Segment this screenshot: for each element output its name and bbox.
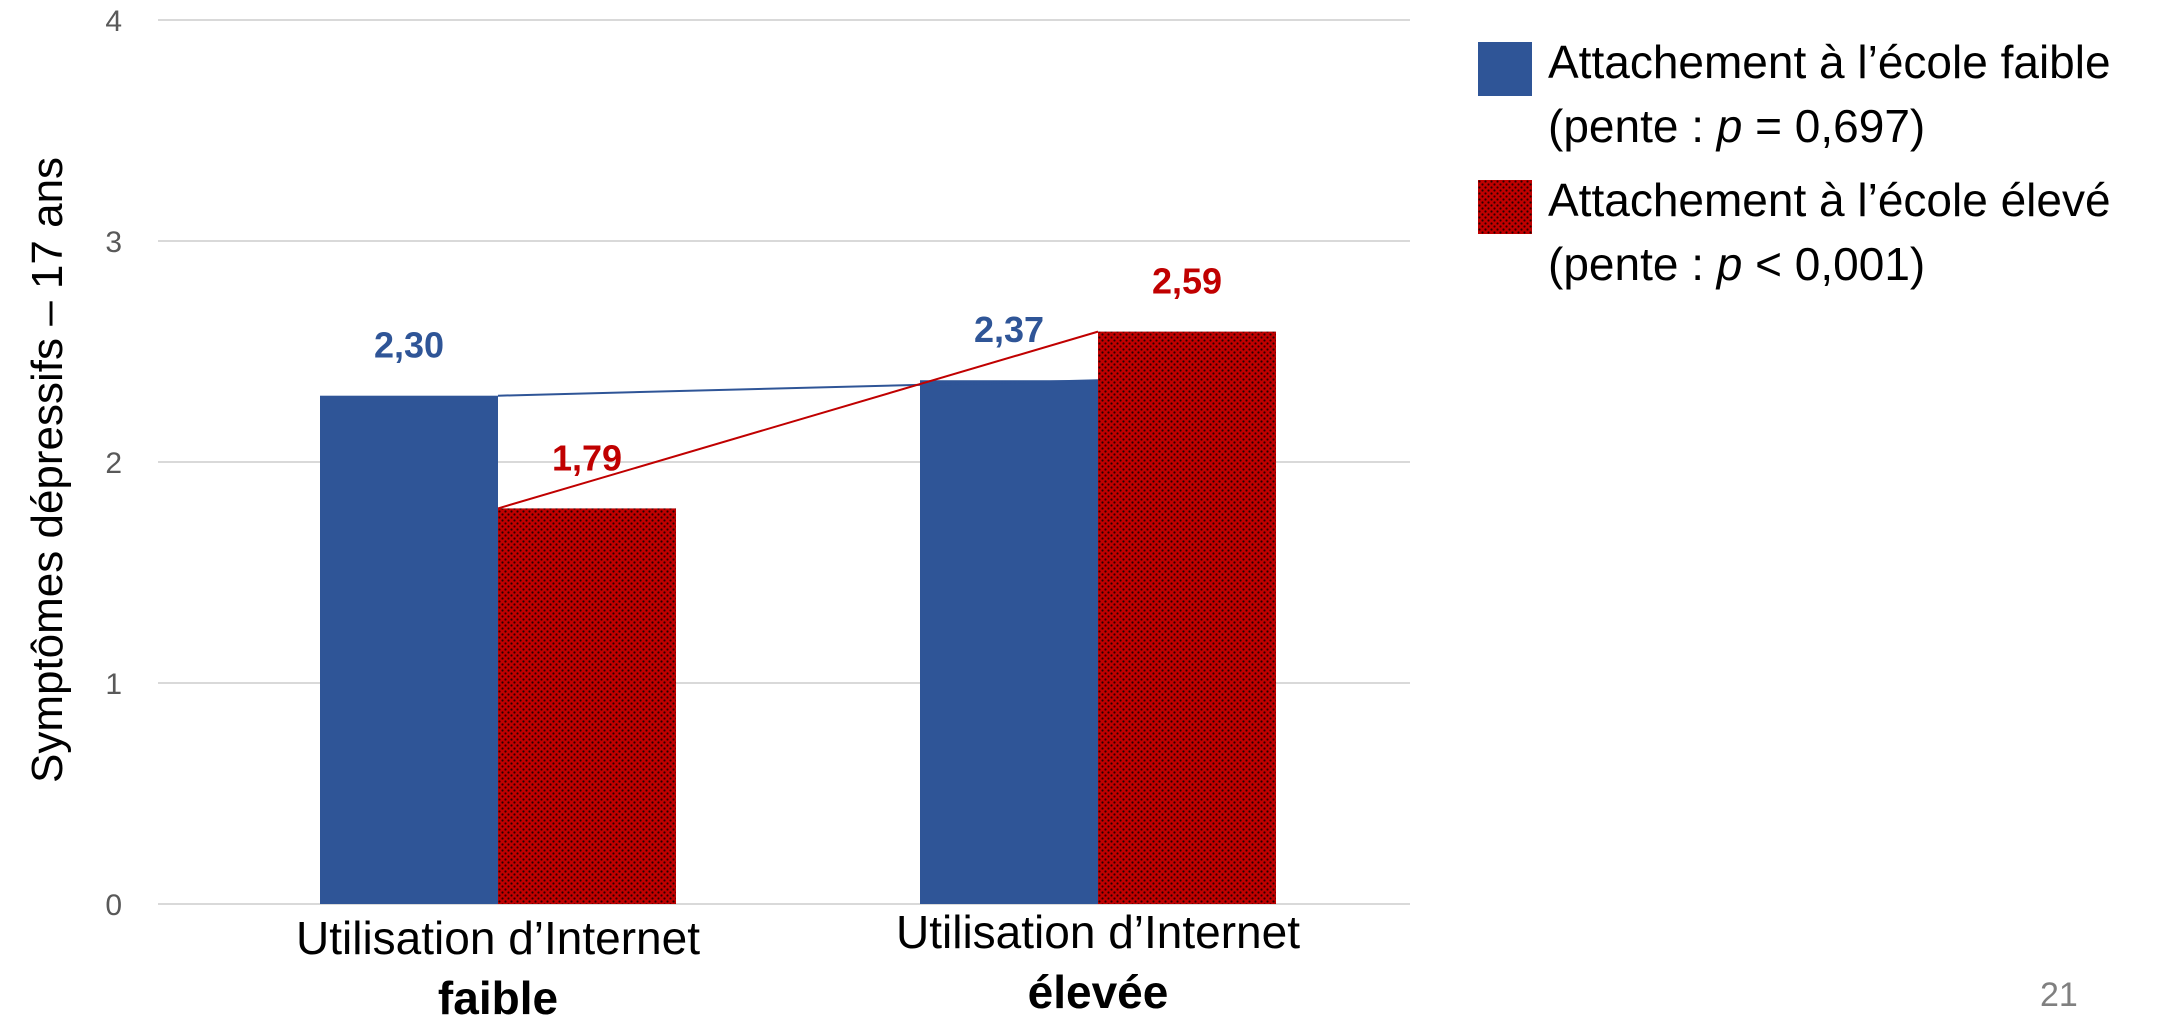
legend-swatch-low-attachment	[1478, 42, 1532, 96]
legend-swatch-high-attachment	[1478, 180, 1532, 234]
y-tick-label: 4	[105, 5, 122, 38]
x-category-label: Utilisation d’Internet	[896, 906, 1300, 958]
legend-label-line1: Attachement à l’école élevé	[1548, 174, 2111, 226]
legend-item-low-attachment: Attachement à l’école faible (pente : p …	[1478, 30, 2168, 158]
x-category-label-emphasis: élevée	[1028, 966, 1169, 1018]
slope-line	[497, 379, 1099, 397]
slope-line	[497, 330, 1099, 510]
legend-label-line2: (pente : p < 0,001)	[1548, 238, 1926, 290]
slope-lines	[497, 330, 1099, 510]
x-axis-categories: Utilisation d’Internet faible Utilisation …	[296, 906, 1300, 1019]
bar	[320, 395, 498, 904]
bars	[320, 331, 1276, 905]
data-label: 1,79	[552, 437, 622, 478]
x-category-label-emphasis: faible	[438, 972, 558, 1019]
legend-text: Attachement à l’école faible (pente : p …	[1548, 30, 2111, 158]
legend: Attachement à l’école faible (pente : p …	[1478, 30, 2168, 306]
y-tick-label: 0	[105, 889, 122, 922]
legend-label-line1: Attachement à l’école faible	[1548, 36, 2111, 88]
legend-text: Attachement à l’école élevé (pente : p <…	[1548, 168, 2111, 296]
y-tick-label: 1	[105, 668, 122, 701]
legend-item-high-attachment: Attachement à l’école élevé (pente : p <…	[1478, 168, 2168, 296]
data-label: 2,59	[1152, 261, 1222, 302]
y-tick-label: 2	[105, 447, 122, 480]
y-axis-ticks: 0 1 2 3 4	[105, 5, 122, 922]
x-category-label: Utilisation d’Internet	[296, 912, 700, 964]
bar	[1098, 331, 1276, 904]
data-label: 2,37	[974, 309, 1044, 350]
page-number: 21	[2040, 976, 2078, 1014]
bar	[920, 380, 1098, 905]
bar	[498, 508, 676, 904]
y-tick-label: 3	[105, 226, 122, 259]
data-label: 2,30	[374, 325, 444, 366]
legend-label-line2: (pente : p = 0,697)	[1548, 100, 1926, 152]
data-labels: 2,30 2,37 1,79 2,59	[374, 261, 1222, 479]
y-axis-label: Symptômes dépressifs – 17 ans	[23, 157, 72, 783]
